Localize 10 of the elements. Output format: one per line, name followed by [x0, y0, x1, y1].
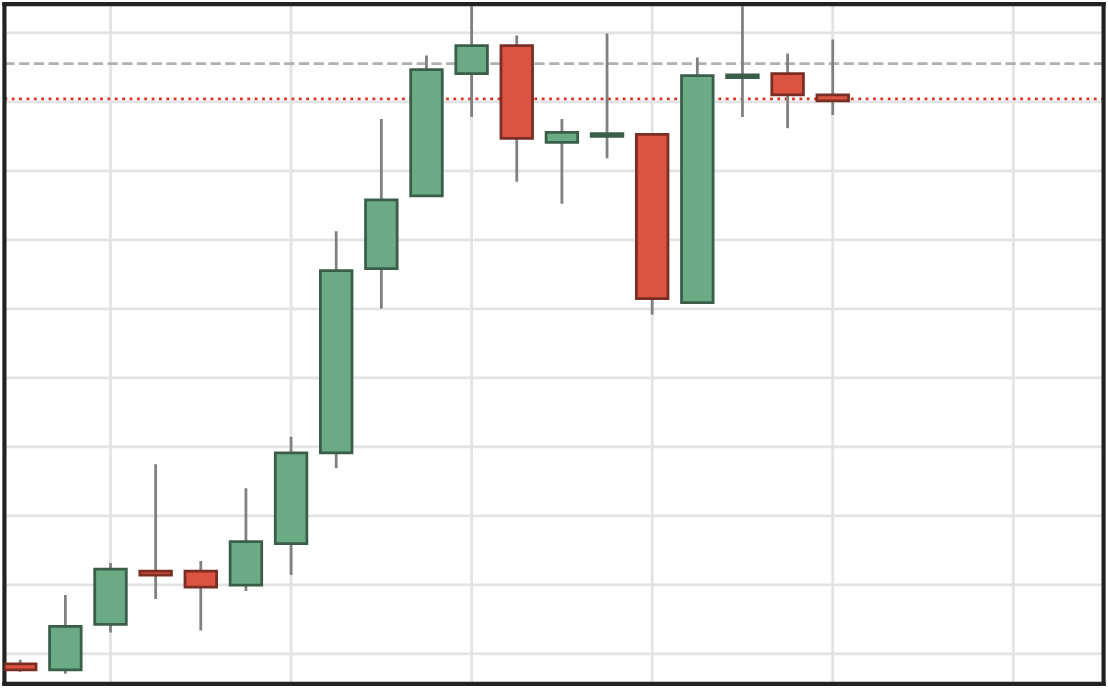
candlestick — [183, 559, 218, 632]
candlestick — [138, 462, 173, 601]
candlestick — [48, 593, 83, 676]
candlestick — [770, 52, 805, 130]
candlestick — [544, 117, 580, 206]
candlestick — [454, 4, 489, 119]
candlestick — [228, 486, 264, 593]
candlestick — [815, 38, 850, 117]
candlestick — [589, 32, 625, 160]
candlestick — [725, 4, 760, 119]
